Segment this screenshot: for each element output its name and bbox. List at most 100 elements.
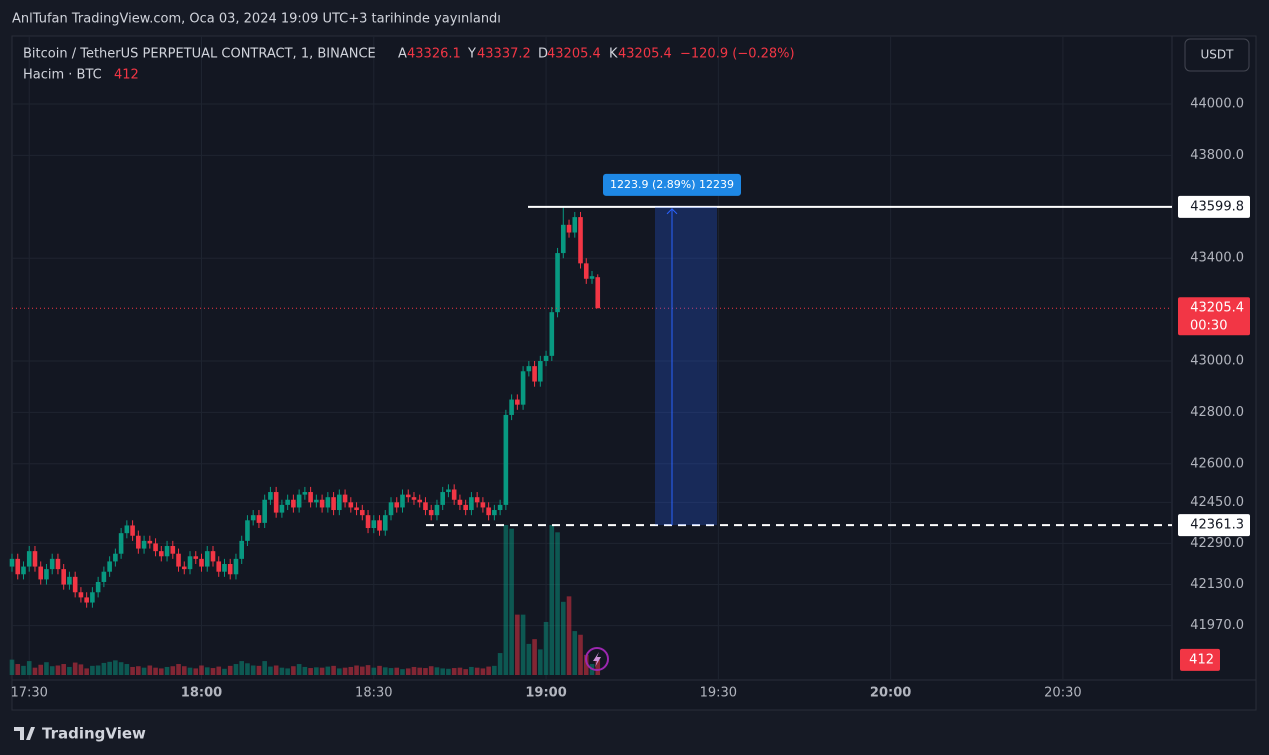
candle-body	[428, 510, 434, 516]
candle-body	[239, 540, 245, 559]
candle-body	[187, 556, 193, 570]
volume-bar	[233, 664, 239, 675]
volume-bar	[84, 668, 89, 675]
volume-bar	[308, 668, 313, 675]
candle-body	[26, 551, 32, 567]
candle-body	[578, 217, 583, 264]
volume-bar	[469, 666, 474, 675]
currency-button[interactable]	[1184, 38, 1250, 72]
candles	[9, 206, 601, 608]
candle-body	[342, 494, 348, 503]
candle-body	[136, 535, 141, 549]
candle-body	[359, 510, 365, 516]
volume-bar	[446, 668, 451, 675]
ohlc-letter: D	[538, 47, 548, 62]
volume-bar	[113, 660, 118, 675]
candle-body	[141, 540, 147, 549]
candle-body	[9, 558, 15, 567]
volume-bar	[193, 668, 199, 675]
volume-bar	[331, 665, 336, 675]
event-icon[interactable]	[585, 647, 609, 671]
volume-bar	[566, 596, 572, 675]
volume-bar	[130, 666, 135, 675]
x-tick-label: 19:30	[700, 686, 737, 701]
candle-body	[101, 571, 107, 582]
volume-bar	[279, 667, 285, 675]
candle-body	[411, 497, 417, 500]
volume-bar	[164, 666, 170, 675]
candle-body	[227, 563, 233, 575]
volume-bar	[181, 666, 187, 675]
candle-body	[572, 217, 578, 233]
volume-bar	[222, 668, 227, 675]
volume-bar	[526, 643, 532, 675]
candle-body	[423, 502, 428, 511]
candle-body	[446, 489, 451, 493]
volume-bar	[61, 664, 66, 675]
candle-body	[90, 592, 95, 603]
volume-bar	[285, 668, 290, 675]
candle-body	[371, 520, 377, 529]
candle-body	[348, 502, 354, 508]
candle-body	[78, 592, 84, 598]
candle-body	[589, 276, 595, 279]
volume-bar	[388, 668, 394, 675]
volume-bar	[199, 665, 204, 675]
volume-bar	[348, 666, 354, 675]
candle-body	[382, 515, 388, 531]
candle-body	[268, 492, 273, 500]
last-price-label: 43205.4	[1190, 301, 1244, 316]
candle-body	[526, 366, 532, 372]
volume-bar	[216, 666, 222, 675]
candle-body	[463, 504, 468, 511]
published-note: AnlTufan TradingView.com, Oca 03, 2024 1…	[12, 12, 501, 27]
candle-body	[296, 494, 302, 508]
volume-bar	[141, 667, 147, 675]
candle-body	[515, 399, 520, 405]
candle-body	[279, 504, 285, 513]
candle-body	[457, 499, 463, 505]
x-tick-label: 17:30	[10, 686, 47, 701]
y-tick-label: 43800.0	[1190, 148, 1244, 163]
candle-body	[250, 515, 256, 521]
volume-bar	[538, 649, 543, 675]
brand-logo	[14, 727, 35, 740]
base-price-label: 42361.3	[1190, 518, 1244, 533]
volume-bar	[107, 661, 112, 675]
x-tick-label: 20:00	[870, 686, 911, 701]
candle-body	[84, 597, 89, 603]
volume-pane	[9, 525, 601, 675]
volume-bar	[101, 662, 107, 675]
candle-body	[273, 492, 279, 513]
candle-body	[49, 558, 55, 570]
candle-body	[486, 507, 491, 516]
ohlc-letter: K	[609, 47, 618, 62]
volume-bar	[26, 661, 32, 675]
candle-body	[509, 399, 514, 415]
candle-body	[176, 553, 181, 567]
candle-body	[319, 499, 325, 508]
volume-bar	[440, 668, 445, 675]
volume-bar	[578, 634, 583, 675]
candle-body	[377, 520, 382, 531]
volume-bar	[405, 668, 411, 675]
volume-bar	[187, 667, 193, 675]
last-price-label-bg	[1178, 297, 1250, 336]
candle-body	[199, 558, 204, 567]
candle-body	[440, 492, 445, 505]
volume-bar	[90, 665, 95, 675]
candle-body	[503, 414, 509, 505]
volume-bar	[147, 665, 153, 675]
candle-body	[469, 497, 474, 511]
candle-body	[532, 366, 537, 382]
brand-text: TradingView	[42, 725, 146, 743]
volume-bar	[515, 614, 520, 675]
candle-body	[337, 494, 342, 511]
volume-bar	[583, 654, 589, 675]
candle-body	[520, 371, 526, 405]
candle-body	[113, 553, 118, 562]
currency-text[interactable]: USDT	[1201, 48, 1235, 62]
volume-bar	[560, 601, 566, 675]
candle-body	[15, 558, 21, 575]
